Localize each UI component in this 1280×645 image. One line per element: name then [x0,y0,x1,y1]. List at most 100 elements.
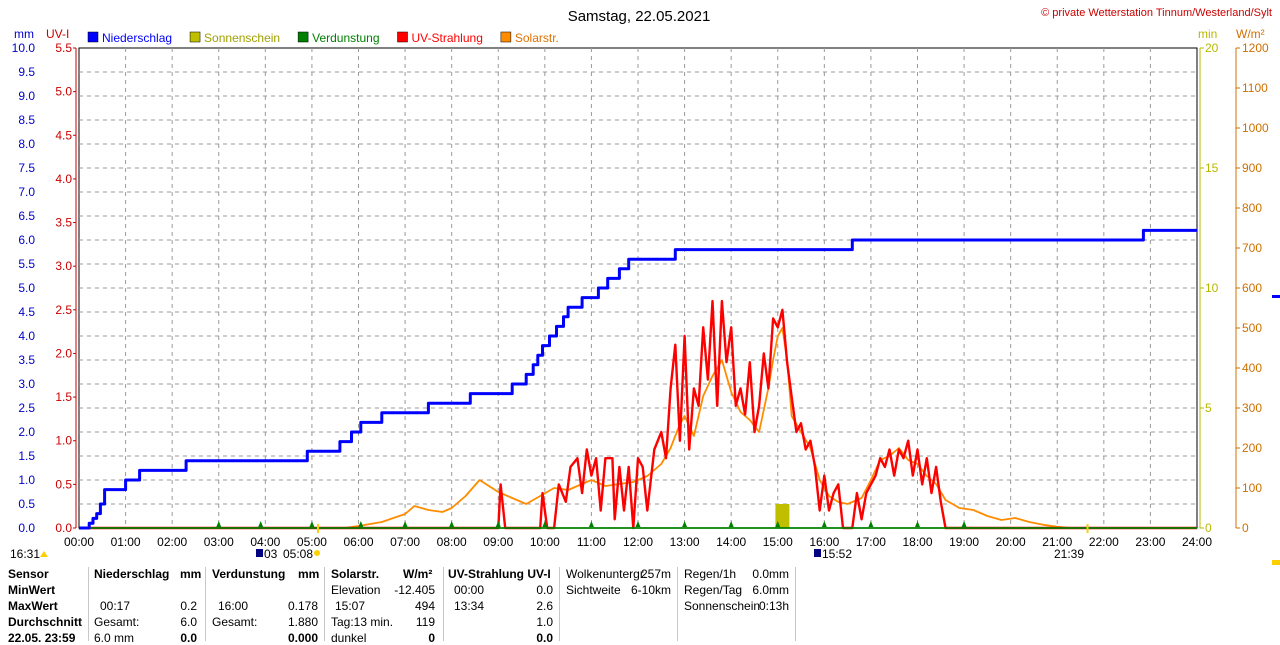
time-tick-label: 15:00 [763,535,793,549]
time-tick-label: 22:00 [1089,535,1119,549]
wm2-tick-label: 100 [1242,481,1262,495]
uv-title: UV-Strahlung UV-I [448,567,551,581]
mm-tick-label: 8.5 [18,113,35,127]
evaporation-marker [961,521,967,527]
wm2-tick-label: 400 [1242,361,1262,375]
station-credit: © private Wetterstation Tinnum/Westerlan… [1041,7,1272,19]
uvi-axis-label: UV-I [46,27,69,41]
time-tick-label: 21:00 [1042,535,1072,549]
niederschlag-current: 0.0 [180,631,197,645]
stats-verdunstung-column: Verdunstung mm 16:00 0.178 Gesamt: 1.880… [206,565,324,645]
stats-regen-column: Regen/1h 0.0mm Regen/Tag 6.0mm Sonnensch… [678,565,795,641]
time-tick-label: 00:00 [64,535,94,549]
uv-max-time: 13:34 [454,599,485,613]
chart-legend: Niederschlag Sonnenschein Verdunstung UV-St… [87,31,559,45]
solar-max-time: 15:07 [335,599,366,613]
time-tick-label: 07:00 [390,535,420,549]
uvi-tick-label: 1.5 [55,390,72,404]
time-tick-label: 20:00 [996,535,1026,549]
marker-sunset: 21:39 [1054,547,1084,561]
evaporation-marker [402,521,408,527]
stats-niederschlag-column: Niederschlag mm 00:17 0.2 Gesamt: 6.0 6.… [90,565,205,645]
uvi-tick-label: 3.0 [55,259,72,273]
marker-sunrise-a: 03 [264,547,278,561]
mm-axis-label: mm [14,27,34,41]
stats-separator [205,567,206,641]
niederschlag-daily: 6.0 mm [94,631,135,645]
regen-1h-label: Regen/1h [684,567,737,581]
min-tick-label: 15 [1205,161,1219,175]
mm-tick-label: 7.5 [18,161,35,175]
legend-label-4: Solarstr. [515,31,559,45]
uvi-tick-label: 1.0 [55,434,72,448]
mm-tick-label: 0.5 [18,497,35,511]
stats-separator [677,567,678,641]
time-tick-label: 16:00 [809,535,839,549]
mm-tick-label: 2.5 [18,401,35,415]
solar-day-label: Tag:13 min. [331,615,394,629]
evaporation-marker [449,521,455,527]
niederschlag-max-time: 00:17 [100,599,131,613]
avg-row-label: Durchschnitt [8,615,83,629]
time-tick-label: 03:00 [204,535,234,549]
evaporation-marker [775,521,781,527]
sun-dot-icon [314,550,320,556]
time-tick-label: 08:00 [437,535,467,549]
wm2-tick-label: 200 [1242,441,1262,455]
time-markers: 16:31 03 05:08 15:52 21:39 [10,524,1089,561]
chart-date-title: Samstag, 22.05.2021 [568,8,711,25]
wm2-axis-label: W/m² [1236,27,1265,41]
marker-mid-time: 15:52 [822,547,852,561]
evaporation-marker [495,521,501,527]
sonnenschein-label: Sonnenschein [684,599,761,613]
evaporation-marker [728,521,734,527]
uvi-tick-label: 5.5 [55,41,72,55]
uvi-tick-label: 2.0 [55,346,72,360]
legend-swatch-0 [87,31,99,43]
evaporation-marker [258,521,264,527]
solar-title: Solarstr. [331,567,380,581]
legend-swatch-4 [500,31,512,43]
stats-separator [795,567,796,641]
verdunstung-current: 0.000 [287,631,318,645]
series-line-niederschlag [79,228,1197,530]
uv-max-value: 2.6 [536,599,553,613]
data-series [79,228,1197,530]
legend-swatch-3 [397,31,408,43]
verdunstung-title: Verdunstung [212,567,286,581]
mm-tick-label: 9.0 [18,89,35,103]
niederschlag-total-value: 6.0 [180,615,197,629]
time-tick-label: 02:00 [157,535,187,549]
mm-tick-label: 1.5 [18,449,35,463]
time-tick-label: 19:00 [949,535,979,549]
evaporation-marker [915,521,920,527]
niederschlag-max-value: 0.2 [180,599,197,613]
uv-avg-value: 1.0 [536,615,553,629]
time-tick-label: 23:00 [1135,535,1165,549]
sensor-header: Sensor [8,567,49,581]
min-tick-label: 10 [1205,281,1219,295]
mm-tick-label: 3.5 [18,353,35,367]
solar-state-label: dunkel [331,631,367,645]
evaporation-marker [868,521,874,527]
mm-tick-label: 6.0 [18,233,35,247]
uvi-tick-label: 4.0 [55,172,72,186]
mm-tick-label: 2.0 [18,425,35,439]
mm-tick-label: 4.0 [18,329,35,343]
time-tick-label: 13:00 [670,535,700,549]
evaporation-marker [358,521,364,527]
legend-label-3: UV-Strahlung [412,31,483,45]
wolken-value: 257m [640,567,671,581]
scroll-handle[interactable] [1272,295,1280,298]
series-line-uvstrahlung [79,299,1197,530]
time-tick-label: 01:00 [111,535,141,549]
verdunstung-total-label: Gesamt: [212,615,258,629]
stats-separator [88,567,89,641]
solar-day-value: 119 [415,615,435,629]
sichtweite-value: 6-10km [630,583,671,597]
sun-marker-icon [40,551,48,557]
scroll-handle-bottom[interactable] [1272,560,1280,565]
time-tick-label: 10:00 [530,535,560,549]
mm-tick-label: 9.5 [18,65,35,79]
min-axis-label: min [1198,27,1217,41]
